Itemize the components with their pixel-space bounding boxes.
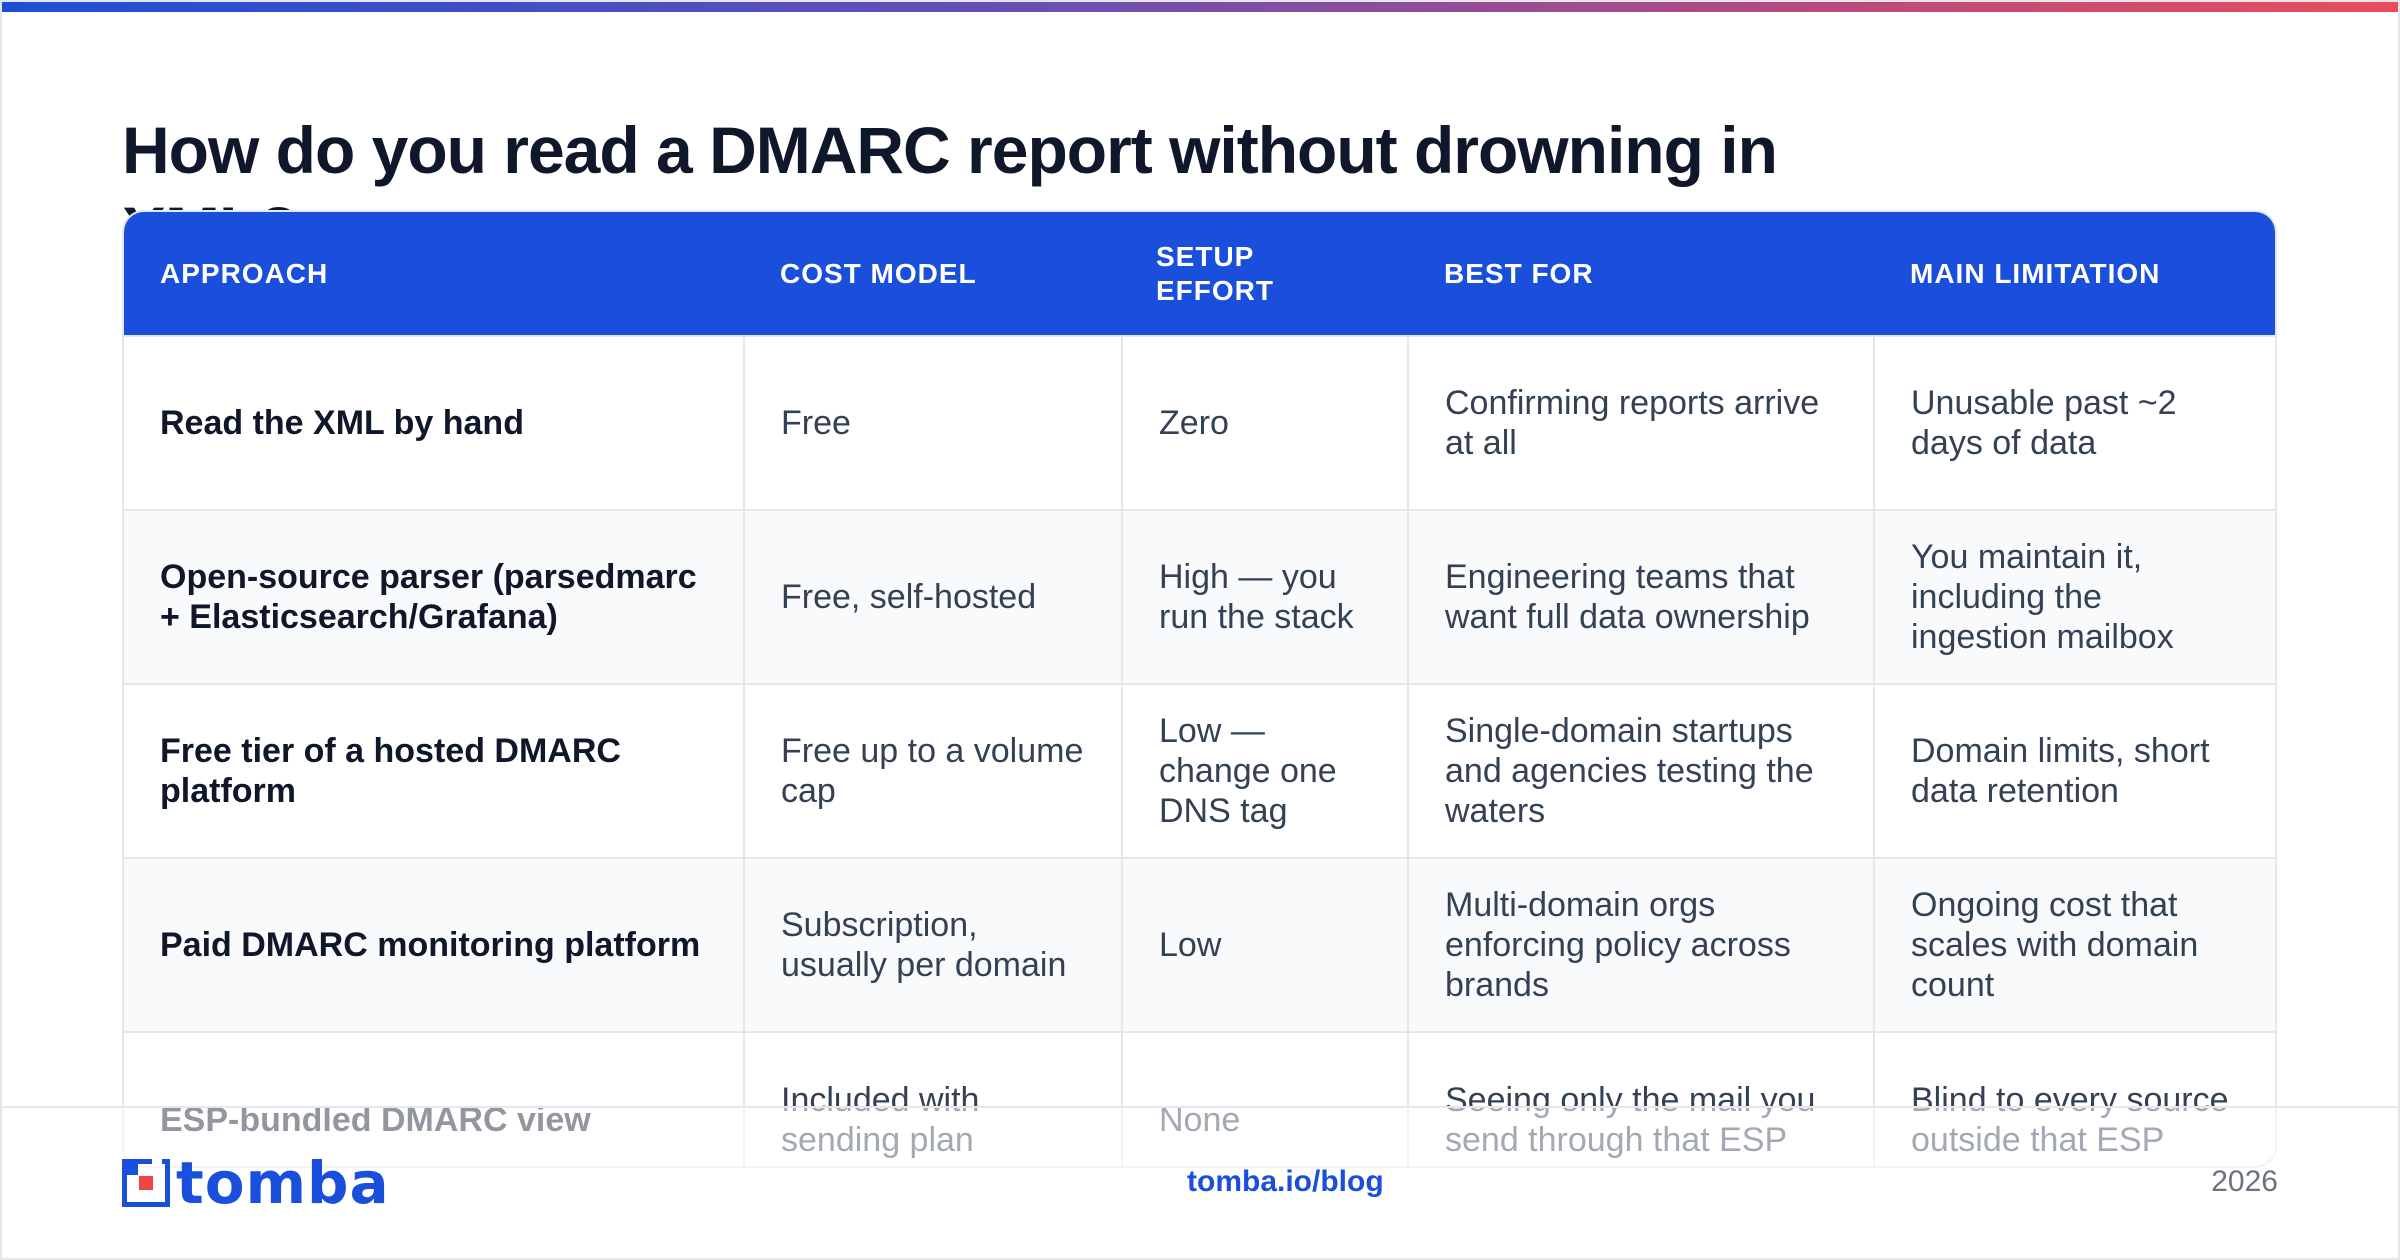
cell-setup-effort: High — you run the stack (1122, 509, 1409, 684)
cell-setup-effort: Low (1122, 857, 1409, 1032)
footer-overlay (0, 1108, 2400, 1260)
page-title: How do you read a DMARC report without d… (122, 113, 1778, 267)
header-setup-effort: SETUP EFFORT (1122, 212, 1408, 336)
cell-main-limitation: Ongoing cost that scales with domain cou… (1874, 857, 2275, 1032)
cell-approach: Paid DMARC monitoring platform (124, 857, 745, 1032)
header-cost-model: COST MODEL (780, 257, 977, 289)
cell-setup-effort: Zero (1122, 335, 1409, 510)
table-header-row: APPROACH COST MODEL SETUP EFFORT BEST FO… (124, 212, 2275, 336)
cell-main-limitation: Unusable past ~2 days of data (1874, 335, 2275, 510)
cell-best-for: Multi-domain orgs enforcing policy acros… (1408, 857, 1875, 1032)
cell-cost-model: Free up to a volume cap (744, 683, 1123, 858)
cell-main-limitation: You maintain it, including the ingestion… (1874, 509, 2275, 684)
cell-cost-model: Free (744, 335, 1123, 510)
cell-best-for: Engineering teams that want full data ow… (1408, 509, 1875, 684)
table-row: Read the XML by hand Free Zero Confirmin… (124, 335, 2275, 510)
comparison-table-card: APPROACH COST MODEL SETUP EFFORT BEST FO… (122, 210, 2277, 1168)
table-row: Open-source parser (parsedmarc + Elastic… (124, 509, 2275, 684)
header-approach: APPROACH (160, 257, 329, 289)
cell-approach: Free tier of a hosted DMARC platform (124, 683, 745, 858)
header-best-for: BEST FOR (1444, 257, 1594, 289)
header-setup-effort-label: SETUP EFFORT (1156, 240, 1274, 306)
footer-year: 2026 (2211, 1165, 2278, 1198)
cell-best-for: Single-domain startups and agencies test… (1408, 683, 1875, 858)
table-row: Paid DMARC monitoring platform Subscript… (124, 857, 2275, 1032)
cell-approach: Open-source parser (parsedmarc + Elastic… (124, 509, 745, 684)
cell-setup-effort: Low — change one DNS tag (1122, 683, 1409, 858)
cell-approach: Read the XML by hand (124, 335, 745, 510)
tomba-logo-icon (121, 1157, 171, 1208)
top-gradient-bar (0, 0, 2400, 12)
logo-wordmark: tomba (176, 1149, 390, 1217)
cell-main-limitation: Domain limits, short data retention (1874, 683, 2275, 858)
footer-divider (0, 1106, 2400, 1108)
header-main-limitation: MAIN LIMITATION (1910, 257, 2161, 289)
tomba-logo[interactable]: tomba (121, 1149, 390, 1217)
cell-cost-model: Subscription, usually per domain (744, 857, 1123, 1032)
blog-link[interactable]: tomba.io/blog (1187, 1165, 1384, 1198)
table-row: Free tier of a hosted DMARC platform Fre… (124, 683, 2275, 858)
comparison-table: APPROACH COST MODEL SETUP EFFORT BEST FO… (124, 212, 2275, 1166)
cell-best-for: Confirming reports arrive at all (1408, 335, 1875, 510)
cell-cost-model: Free, self-hosted (744, 509, 1123, 684)
